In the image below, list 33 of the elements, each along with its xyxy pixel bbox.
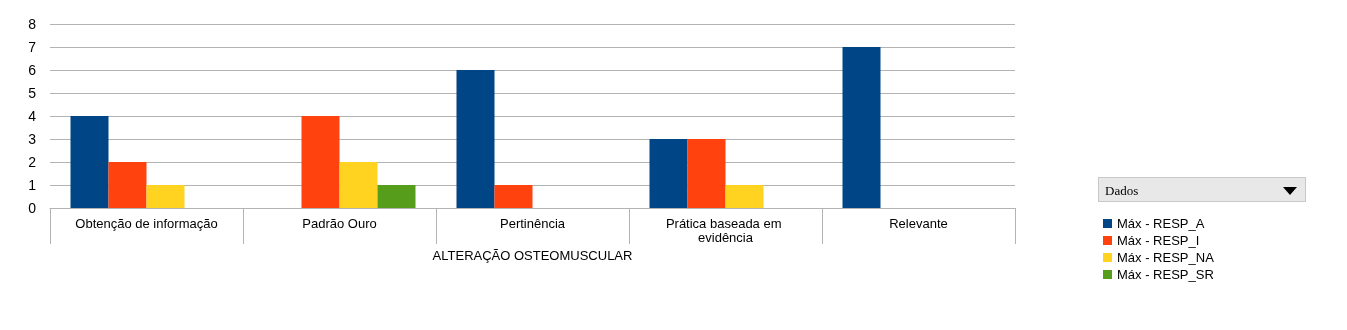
y-tick-label: 5 bbox=[28, 85, 37, 101]
bar bbox=[377, 185, 416, 208]
bar bbox=[108, 162, 147, 208]
x-tick-label: Padrão Ouro bbox=[302, 215, 377, 231]
bar bbox=[842, 47, 881, 208]
bar bbox=[146, 185, 185, 208]
y-tick-label: 3 bbox=[28, 131, 37, 147]
y-tick-label: 0 bbox=[28, 200, 37, 216]
bar bbox=[494, 185, 533, 208]
y-tick-label: 2 bbox=[28, 154, 37, 170]
bar bbox=[301, 116, 340, 208]
x-tick-label: Pertinência bbox=[499, 215, 566, 231]
bar bbox=[70, 116, 109, 208]
y-tick-label: 1 bbox=[28, 177, 37, 193]
bar bbox=[339, 162, 378, 208]
legend-title: Dados bbox=[1105, 183, 1139, 198]
x-tick-label: Obtenção de informação bbox=[75, 215, 218, 231]
y-tick-label: 4 bbox=[28, 108, 37, 124]
legend-label: Máx - RESP_I bbox=[1117, 233, 1200, 248]
y-tick-label: 7 bbox=[28, 39, 37, 55]
bar bbox=[456, 70, 495, 208]
legend-label: Máx - RESP_SR bbox=[1117, 267, 1214, 282]
dropdown-field: Dados bbox=[1098, 177, 1306, 202]
x-axis-title: ALTERAÇÃO OSTEOMUSCULAR bbox=[432, 247, 633, 263]
legend-label: Máx - RESP_A bbox=[1117, 216, 1205, 231]
bar bbox=[649, 139, 688, 208]
bar bbox=[687, 139, 726, 208]
legend-label: Máx - RESP_NA bbox=[1117, 250, 1215, 265]
y-tick-label: 6 bbox=[28, 62, 37, 78]
x-tick-label: Prática baseada em evidência bbox=[665, 215, 786, 245]
bar bbox=[725, 185, 764, 208]
y-tick-label: 8 bbox=[28, 16, 37, 32]
x-tick-label: Relevante bbox=[889, 215, 948, 231]
